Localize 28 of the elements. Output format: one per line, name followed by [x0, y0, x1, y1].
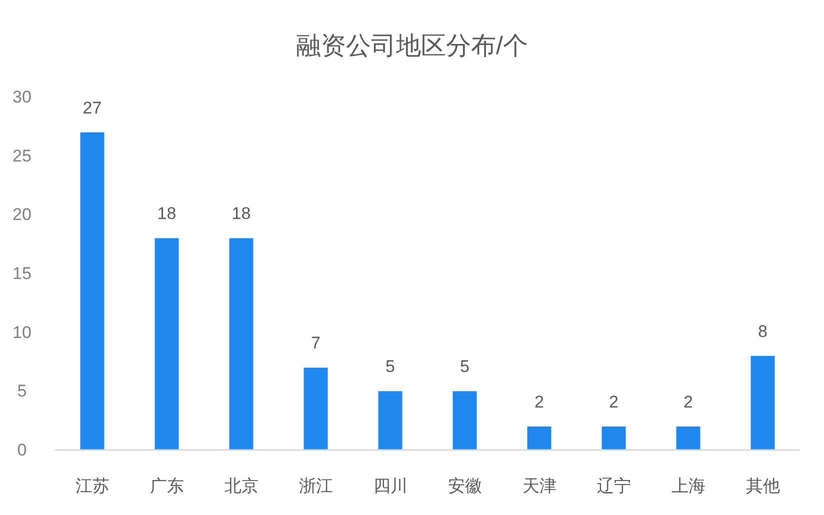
y-tick-label: 20	[12, 205, 32, 224]
y-tick-label: 25	[12, 146, 32, 166]
x-tick-label: 辽宁	[596, 476, 631, 496]
x-tick-label: 安徽	[448, 476, 482, 496]
y-tick-label: 5	[17, 382, 27, 401]
data-label: 18	[157, 204, 176, 224]
data-label: 18	[232, 204, 251, 224]
x-tick-label: 天津	[522, 476, 556, 496]
y-tick-label: 30	[12, 88, 32, 106]
x-tick-label: 上海	[671, 476, 706, 496]
x-tick-label: 四川	[373, 476, 408, 496]
data-label: 27	[82, 98, 102, 118]
data-label: 7	[311, 334, 320, 353]
title: 融资公司地区分布/个	[296, 32, 528, 60]
data-label: 5	[386, 357, 395, 376]
y-tick-label: 0	[17, 440, 27, 460]
x-tick-label: 广东	[150, 476, 184, 496]
x-tick-label: 江苏	[75, 476, 110, 496]
data-label: 8	[758, 322, 768, 341]
data-label: 2	[534, 392, 544, 412]
x-tick-label: 其他	[746, 476, 780, 496]
x-tick-label: 浙江	[298, 476, 333, 496]
y-tick-label: 15	[12, 264, 32, 283]
y-tick-label: 10	[12, 322, 32, 342]
data-label: 2	[684, 392, 693, 412]
data-label: 5	[460, 357, 470, 376]
x-tick-label: 北京	[224, 476, 258, 496]
data-label: 2	[609, 392, 618, 412]
